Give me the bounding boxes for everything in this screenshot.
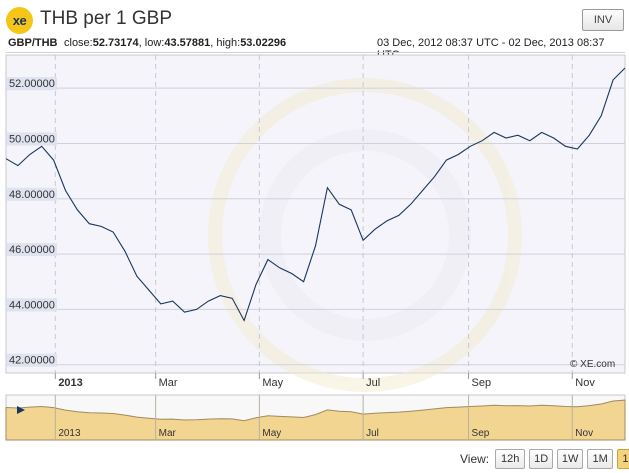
view-1w-button[interactable]: 1W: [557, 449, 584, 469]
high-value: 53.02296: [240, 37, 287, 49]
x-tick-label: Jul: [366, 377, 380, 389]
x-tick-label: Mar: [159, 377, 178, 389]
copyright-text: © XE.com: [570, 359, 615, 370]
x-tick-label: 2013: [58, 377, 82, 389]
view-selector: View: 12h 1D 1W 1M 1Y: [460, 449, 629, 469]
view-12h-button[interactable]: 12h: [495, 449, 526, 469]
header-divider: [6, 52, 625, 53]
navigator-tick-label: May: [262, 428, 281, 439]
y-tick-label-bg: [7, 243, 57, 257]
y-tick-label: 46.00000: [9, 244, 55, 256]
low-label: , low:: [138, 37, 165, 49]
y-tick-label: 52.00000: [9, 78, 55, 90]
low-value: 43.57881: [164, 37, 211, 49]
x-tick-label: Sep: [472, 377, 492, 389]
invert-button[interactable]: INV: [582, 9, 624, 31]
navigator-area: [5, 399, 626, 441]
navigator-tick-label: Jul: [366, 428, 379, 439]
x-tick-label: May: [262, 377, 283, 389]
navigator-tick-label: Mar: [159, 428, 177, 439]
chart-title: THB per 1 GBP: [40, 8, 172, 29]
view-1m-button[interactable]: 1M: [587, 449, 614, 469]
view-1d-button[interactable]: 1D: [529, 449, 554, 469]
view-1y-button[interactable]: 1Y: [617, 449, 629, 469]
y-tick-label-bg: [7, 132, 57, 146]
y-tick-label: 50.00000: [9, 133, 55, 145]
x-tick-label: Nov: [575, 377, 595, 389]
navigator-tick-label: Nov: [575, 428, 593, 439]
rate-series-line: [5, 67, 626, 322]
y-tick-label-bg: [7, 187, 57, 201]
close-value: 52.73174: [92, 37, 139, 49]
currency-pair-label: GBP/THB: [8, 37, 58, 49]
high-label: , high:: [210, 37, 241, 49]
y-tick-label-bg: [7, 77, 57, 91]
y-tick-label-bg: [7, 353, 57, 367]
close-label: close:: [64, 37, 93, 49]
y-tick-label: 48.00000: [9, 189, 55, 201]
xe-logo: xe: [6, 7, 33, 34]
navigator-tick-label: 2013: [58, 428, 81, 439]
navigator-tick-label: Sep: [472, 428, 490, 439]
view-label: View:: [460, 452, 490, 466]
play-icon[interactable]: [17, 406, 25, 414]
price-summary: close:52.73174, low:43.57881, high:53.02…: [64, 37, 286, 49]
y-tick-label: 42.00000: [9, 355, 55, 367]
y-tick-label: 44.00000: [9, 299, 55, 311]
xe-watermark: [208, 78, 522, 392]
y-tick-label-bg: [7, 298, 57, 312]
